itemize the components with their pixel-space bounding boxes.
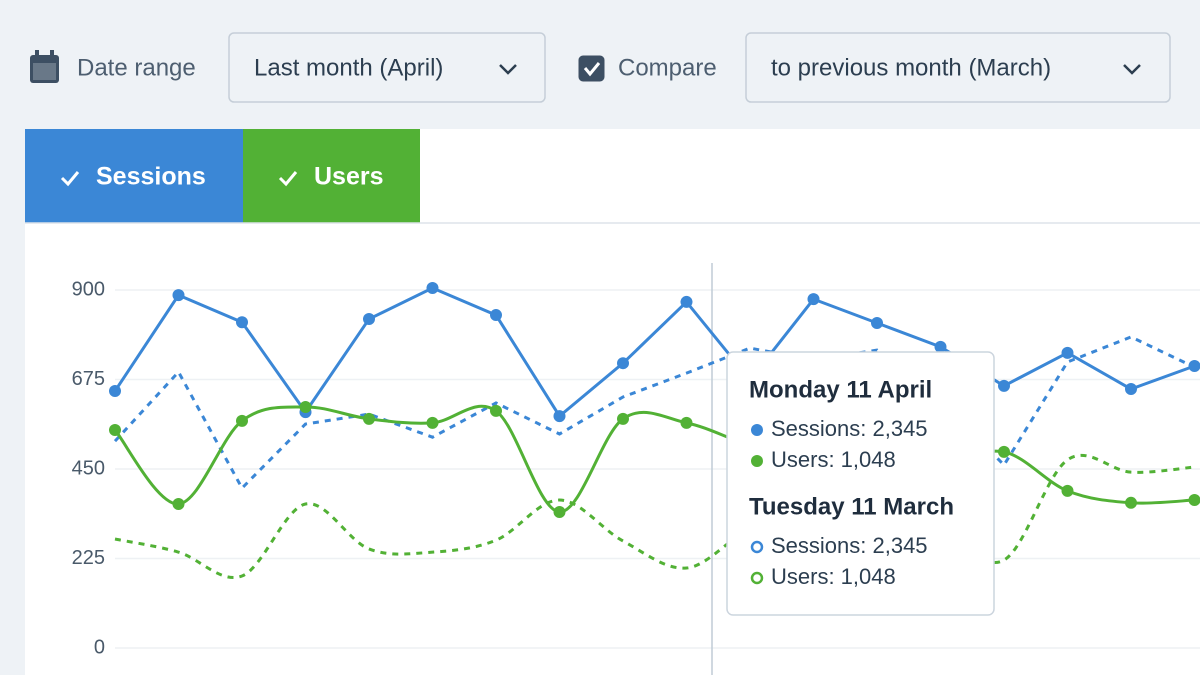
tab-check bbox=[60, 171, 80, 187]
tooltip-dot bbox=[751, 455, 763, 467]
data-point bbox=[1188, 359, 1200, 372]
tooltip-row: Users: 1,048 bbox=[771, 564, 896, 589]
y-tick-label: 225 bbox=[72, 547, 105, 569]
data-point bbox=[363, 412, 375, 425]
series-tab[interactable]: Users bbox=[243, 129, 420, 223]
data-point bbox=[1125, 496, 1137, 509]
data-point bbox=[934, 340, 947, 353]
series-line bbox=[113, 335, 1196, 491]
data-point bbox=[172, 289, 185, 302]
y-tick-label: 0 bbox=[94, 636, 105, 658]
tooltip: Monday 11 April Sessions: 2,345 Users: 1,0… bbox=[726, 351, 995, 616]
data-point bbox=[1061, 484, 1074, 497]
data-point bbox=[236, 316, 248, 329]
y-tick-label: 450 bbox=[72, 457, 105, 479]
date-range-dropdown[interactable]: Last month (April) bbox=[228, 32, 546, 103]
tooltip-dot bbox=[750, 540, 764, 554]
y-tick-label: 900 bbox=[72, 278, 105, 300]
data-point bbox=[172, 498, 185, 511]
series-tab[interactable]: Sessions bbox=[25, 129, 243, 223]
tab-check bbox=[278, 171, 298, 187]
data-point bbox=[236, 414, 248, 427]
tooltip-dot bbox=[750, 571, 764, 585]
y-tick-label: 675 bbox=[72, 368, 105, 390]
data-point bbox=[1125, 383, 1137, 396]
dropdown-value: Last month (April) bbox=[254, 54, 443, 81]
data-point bbox=[553, 505, 566, 518]
data-point bbox=[490, 404, 502, 417]
data-point bbox=[553, 410, 566, 423]
tooltip-row: Sessions: 2,345 bbox=[771, 416, 928, 441]
tab-bg bbox=[243, 129, 420, 223]
compare-dropdown[interactable]: to previous month (March) bbox=[745, 32, 1171, 103]
data-point bbox=[617, 357, 629, 370]
data-point bbox=[1188, 494, 1200, 507]
data-point bbox=[426, 416, 439, 429]
tab-label: Users bbox=[314, 163, 384, 191]
series-line bbox=[113, 286, 1196, 419]
data-point bbox=[363, 313, 375, 326]
compare-checkbox[interactable] bbox=[578, 55, 605, 82]
tooltip-title: Tuesday 11 March bbox=[749, 493, 954, 520]
compare-label: Compare bbox=[618, 54, 717, 81]
tab-bg bbox=[25, 129, 243, 223]
data-point bbox=[807, 293, 820, 306]
data-point bbox=[299, 400, 312, 413]
tooltip-row: Users: 1,048 bbox=[771, 447, 896, 472]
tooltip-row: Sessions: 2,345 bbox=[771, 533, 928, 558]
data-point bbox=[109, 424, 121, 437]
data-point bbox=[680, 295, 693, 308]
calendar-icon bbox=[30, 50, 59, 83]
data-point bbox=[617, 412, 629, 425]
checkbox-check bbox=[583, 62, 601, 77]
dropdown-value: to previous month (March) bbox=[771, 54, 1051, 81]
data-point bbox=[1061, 346, 1074, 359]
data-point bbox=[871, 317, 883, 330]
data-point bbox=[109, 385, 121, 398]
data-point bbox=[426, 282, 439, 295]
series-line bbox=[114, 453, 1195, 579]
data-point bbox=[680, 416, 693, 429]
data-point bbox=[998, 379, 1010, 392]
tab-label: Sessions bbox=[96, 163, 206, 191]
date-range-label: Date range bbox=[77, 54, 196, 81]
tooltip-dot bbox=[751, 424, 763, 436]
checkbox-box bbox=[578, 55, 605, 82]
tooltip-title: Monday 11 April bbox=[749, 376, 932, 403]
data-point bbox=[490, 309, 502, 322]
data-point bbox=[998, 445, 1010, 458]
